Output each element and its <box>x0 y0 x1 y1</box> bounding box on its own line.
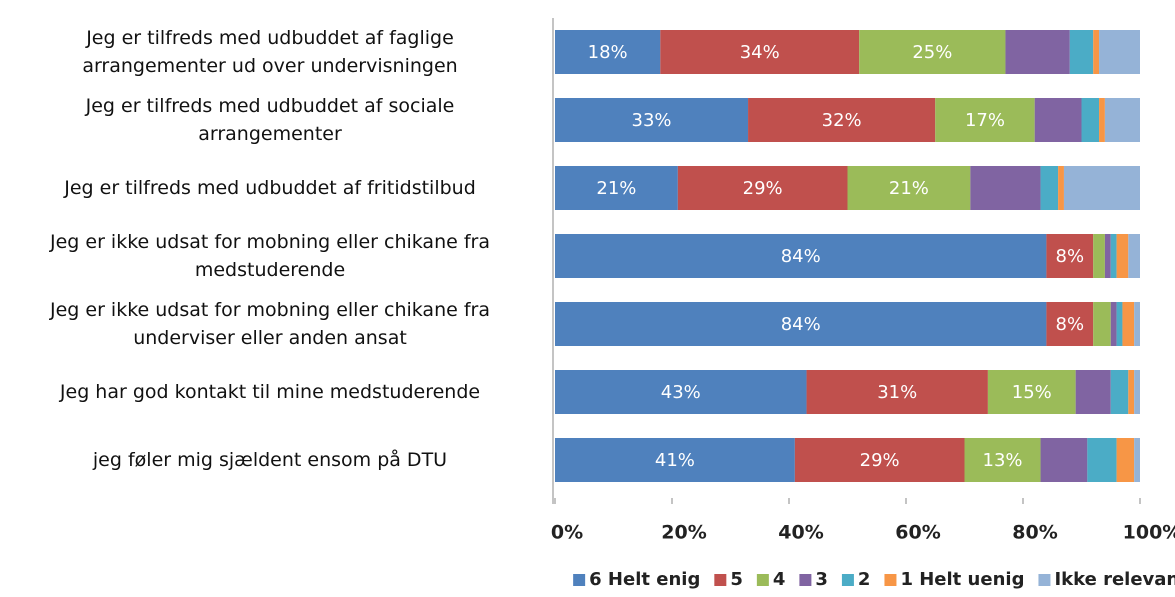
data-label: 15% <box>1012 382 1052 403</box>
data-label: 29% <box>860 450 900 471</box>
legend-label: 5 <box>730 569 743 590</box>
bar-segment <box>1075 370 1111 414</box>
bar-segment <box>1122 302 1135 346</box>
legend-swatch <box>799 574 812 586</box>
data-label: 41% <box>655 450 695 471</box>
category-label: Jeg er tilfreds med udbuddet af sociale … <box>85 95 455 145</box>
bar-segment <box>748 98 936 142</box>
legend-swatch <box>714 574 727 586</box>
bar-segment <box>677 166 848 210</box>
legend-label: 1 Helt uenig <box>900 569 1024 590</box>
data-label: 8% <box>1056 246 1085 267</box>
bar-segment <box>1116 234 1129 278</box>
data-label: 29% <box>743 178 783 199</box>
category-label: jeg føler mig sjældent ensom på DTU <box>92 449 448 471</box>
bar-segment <box>1081 98 1100 142</box>
bar-segment <box>1116 438 1135 482</box>
bar-segment <box>1040 166 1059 210</box>
category-label: Jeg er tilfreds med udbuddet af fritidst… <box>64 177 476 199</box>
category-label: Jeg er ikke udsat for mobning eller chik… <box>49 231 490 281</box>
data-label: 21% <box>596 178 636 199</box>
data-label: 33% <box>632 110 672 131</box>
bar-segment <box>1046 234 1094 278</box>
x-tick-label: 100% <box>1123 522 1175 544</box>
data-label: 34% <box>740 42 780 63</box>
bar-segment <box>1116 302 1123 346</box>
data-label: 25% <box>912 42 952 63</box>
bar-segment <box>555 166 678 210</box>
bar-segment <box>555 30 661 74</box>
bar-segment <box>555 302 1047 346</box>
bar-segment <box>1110 370 1129 414</box>
bar-segment <box>806 370 988 414</box>
bar-segment <box>987 370 1076 414</box>
bar-segment <box>1134 438 1140 482</box>
legend-swatch <box>1038 574 1051 586</box>
data-label: 84% <box>781 314 821 335</box>
bar-segment <box>1046 302 1094 346</box>
legend-swatch <box>756 574 769 586</box>
bar-segment <box>964 438 1041 482</box>
legend-label: 6 Helt enig <box>589 569 700 590</box>
bar-segment <box>1069 30 1094 74</box>
bar-segment <box>1087 438 1117 482</box>
bar-segment <box>1128 370 1135 414</box>
data-label: 17% <box>965 110 1005 131</box>
data-label: 31% <box>877 382 917 403</box>
bar-segment <box>1104 98 1140 142</box>
bar-segment <box>1104 234 1111 278</box>
data-label: 43% <box>661 382 701 403</box>
x-tick-label: 0% <box>551 522 583 544</box>
bar-segment <box>1099 30 1140 74</box>
data-label: 18% <box>588 42 628 63</box>
bar-segment <box>555 370 807 414</box>
bar-segment <box>794 438 965 482</box>
bar-segment <box>1005 30 1070 74</box>
bar-segment <box>859 30 1006 74</box>
category-label: Jeg har god kontakt til mine medstuderen… <box>59 381 481 403</box>
data-label: 21% <box>889 178 929 199</box>
bar-segment <box>1110 234 1117 278</box>
bar-segment <box>1134 302 1140 346</box>
x-tick-label: 80% <box>1012 522 1057 544</box>
bar-segment <box>1040 438 1088 482</box>
legend-swatch <box>573 574 586 586</box>
x-tick-label: 60% <box>895 522 940 544</box>
bar-segment <box>1134 370 1140 414</box>
bar-segment <box>1093 30 1100 74</box>
x-tick-label: 40% <box>778 522 823 544</box>
bar-segment <box>1034 98 1082 142</box>
bar-segment <box>970 166 1041 210</box>
category-label: Jeg er ikke udsat for mobning eller chik… <box>49 299 490 349</box>
bar-segment <box>1063 166 1140 210</box>
bar-segment <box>1128 234 1140 278</box>
legend-label: Ikke relevant <box>1054 569 1175 590</box>
category-label: Jeg er tilfreds med udbuddet af faglige … <box>82 27 458 77</box>
bar-segment <box>935 98 1035 142</box>
legend-swatch <box>884 574 897 586</box>
bar-segment <box>555 438 795 482</box>
bar-segment <box>660 30 860 74</box>
x-tick-label: 20% <box>661 522 706 544</box>
bar-segment <box>555 98 749 142</box>
data-label: 84% <box>781 246 821 267</box>
bar-segment <box>555 234 1047 278</box>
data-label: 8% <box>1056 314 1085 335</box>
legend-label: 3 <box>815 569 828 590</box>
bar-segment <box>1093 234 1105 278</box>
bar-segment <box>1099 98 1105 142</box>
bar-segment <box>1093 302 1111 346</box>
legend-swatch <box>841 574 854 586</box>
data-label: 13% <box>983 450 1023 471</box>
bar-segment <box>847 166 971 210</box>
legend-label: 2 <box>858 569 871 590</box>
bar-segment <box>1058 166 1064 210</box>
bar-segment <box>1110 302 1117 346</box>
data-label: 32% <box>822 110 862 131</box>
legend-label: 4 <box>773 569 786 590</box>
